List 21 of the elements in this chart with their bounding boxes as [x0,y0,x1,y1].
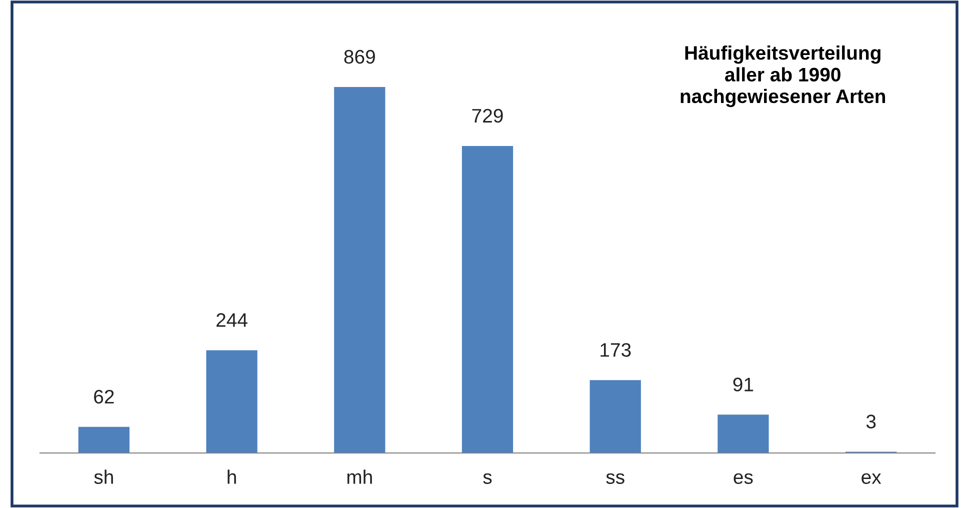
bar [590,380,641,453]
data-label: 91 [733,378,754,392]
bar [462,146,514,453]
data-label: 3 [866,414,876,428]
bar [78,426,130,453]
data-label: 244 [216,313,248,327]
bar [718,414,769,453]
x-tick-label: ex [862,473,882,484]
x-tick-label: s [483,473,492,484]
chart-title: Häufigkeitsverteilung aller ab 1990 nachgewiesener Arten [680,45,886,108]
data-label: 729 [472,108,503,123]
x-tick-label: h [228,470,236,484]
x-tick-label: sh [94,470,113,484]
data-label: 869 [344,50,375,64]
bar [206,350,258,453]
x-tick-label: es [734,473,753,484]
x-tick-label: ss [606,473,624,484]
data-label: 173 [600,343,631,357]
data-label: 62 [94,390,114,404]
x-tick-label: mh [347,470,372,484]
bar [334,86,386,453]
